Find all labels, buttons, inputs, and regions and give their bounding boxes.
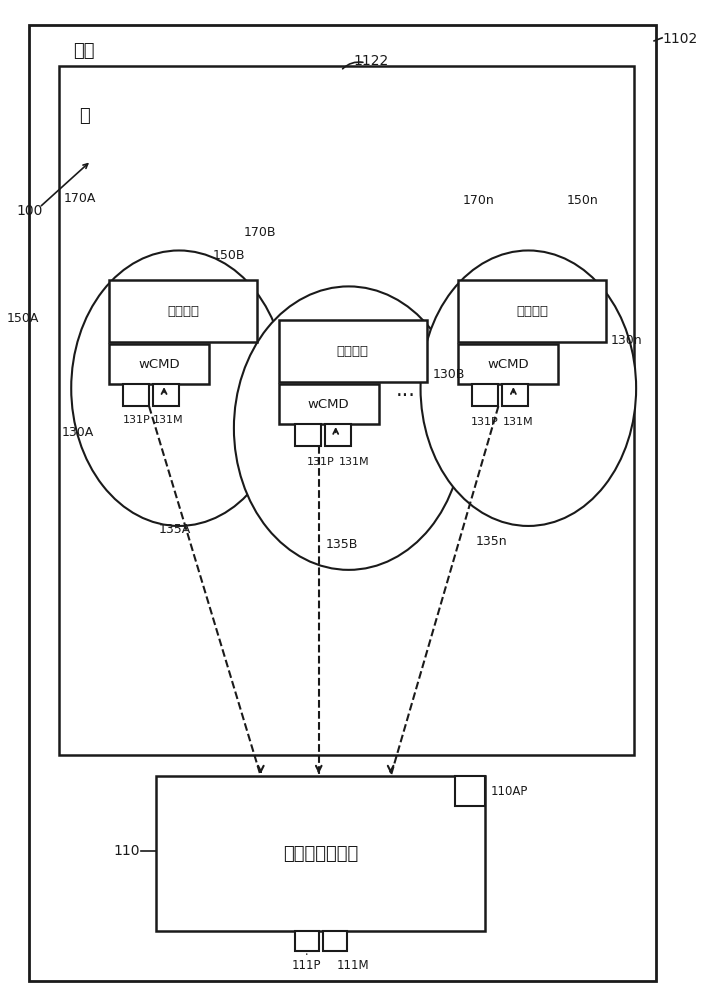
Bar (59, 66, 634, 755)
Text: 150n: 150n (566, 194, 598, 207)
Text: 终端装置: 终端装置 (516, 305, 549, 318)
Text: 131M: 131M (339, 457, 369, 467)
Text: wCMD: wCMD (138, 358, 180, 371)
Bar (323, 931, 347, 951)
Text: 100: 100 (16, 204, 42, 218)
Bar (503, 384, 528, 406)
Ellipse shape (71, 250, 287, 526)
Text: 131M: 131M (503, 417, 533, 427)
Bar (29, 25, 656, 981)
Bar (455, 776, 486, 806)
Text: 飞机: 飞机 (73, 42, 95, 60)
Text: 130n: 130n (610, 334, 642, 347)
Bar (156, 776, 486, 931)
Bar (109, 344, 209, 384)
Text: 170B: 170B (244, 226, 276, 239)
Bar (279, 384, 378, 424)
Text: 111M: 111M (337, 959, 369, 972)
Text: 110: 110 (113, 844, 140, 858)
Bar (123, 384, 149, 406)
Bar (458, 280, 606, 342)
Text: 无线网络服务器: 无线网络服务器 (283, 845, 359, 863)
Text: 110AP: 110AP (491, 785, 528, 798)
Ellipse shape (421, 250, 636, 526)
Text: 170A: 170A (64, 192, 95, 205)
Bar (153, 384, 179, 406)
Text: 131M: 131M (153, 415, 184, 425)
Text: 150A: 150A (7, 312, 40, 325)
Text: 1122: 1122 (353, 54, 388, 68)
Bar (109, 280, 257, 342)
Text: 1102: 1102 (662, 32, 698, 46)
Text: 170n: 170n (462, 194, 494, 207)
Text: 150B: 150B (213, 249, 246, 262)
Bar (295, 424, 321, 446)
Text: 111P: 111P (292, 959, 321, 972)
Text: wCMD: wCMD (308, 398, 349, 411)
Text: 终端装置: 终端装置 (167, 305, 199, 318)
Text: 舱: 舱 (79, 107, 90, 125)
Text: 135n: 135n (475, 535, 507, 548)
Text: 130A: 130A (61, 426, 93, 439)
Bar (458, 344, 558, 384)
Text: 131P: 131P (123, 415, 151, 425)
Bar (295, 931, 318, 951)
Bar (472, 384, 498, 406)
Text: 131P: 131P (307, 457, 335, 467)
Text: 131P: 131P (470, 417, 498, 427)
Text: 终端装置: 终端装置 (337, 345, 369, 358)
Bar (279, 320, 426, 382)
Ellipse shape (234, 286, 463, 570)
Text: 130B: 130B (433, 368, 465, 381)
Text: wCMD: wCMD (488, 358, 530, 371)
Text: 135A: 135A (159, 523, 191, 536)
Bar (325, 424, 351, 446)
Text: 135B: 135B (325, 538, 358, 551)
Text: ...: ... (395, 380, 416, 400)
